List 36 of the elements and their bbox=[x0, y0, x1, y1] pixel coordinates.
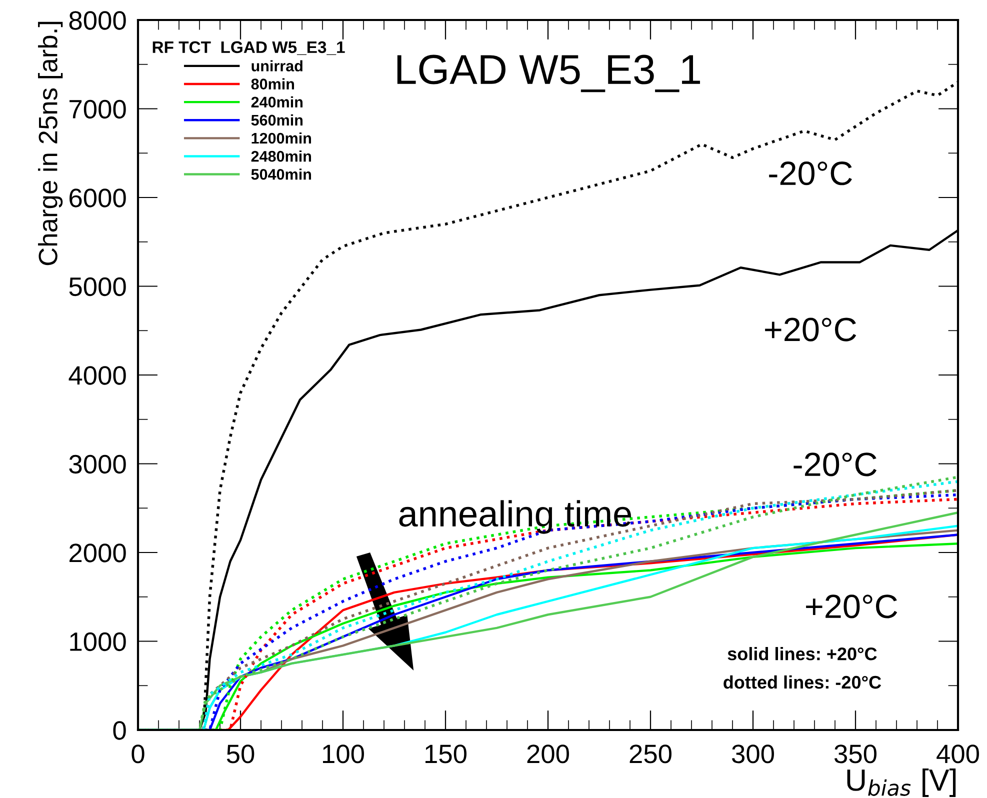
annotation: -20°C bbox=[769, 162, 852, 186]
x-tick-label: 200 bbox=[527, 744, 569, 764]
x-tick-label: 300 bbox=[732, 744, 774, 764]
x-tick-label: 50 bbox=[226, 744, 254, 764]
legend-title: RF TCT LGAD W5_E3_1 bbox=[152, 41, 345, 55]
x-tick-label: 350 bbox=[834, 744, 876, 764]
x-tick-label: 400 bbox=[936, 744, 979, 764]
annotation: +20°C bbox=[765, 318, 856, 342]
y-axis-title: Charge in 25ns [arb.] bbox=[38, 22, 63, 266]
y-tick-label: 7000 bbox=[70, 100, 126, 119]
legend-label: 560min bbox=[251, 114, 302, 126]
x-tick-label: 0 bbox=[132, 744, 144, 764]
text: LGAD W5_E3_1 bbox=[397, 54, 700, 92]
y-tick-label: 1000 bbox=[70, 632, 126, 652]
legend-label: 240min bbox=[251, 96, 302, 108]
annotation: solid lines: +20°C bbox=[728, 647, 877, 660]
annotation: +20°C bbox=[806, 594, 898, 618]
legend-label: 5040min bbox=[251, 168, 311, 180]
x-tick-label: 150 bbox=[426, 744, 466, 764]
legend-label: unirrad bbox=[252, 60, 302, 72]
legend-label: 1200min bbox=[252, 132, 311, 144]
y-tick-label: 6000 bbox=[70, 188, 126, 208]
y-tick-label: 2000 bbox=[70, 544, 126, 562]
x-tick-label: 100 bbox=[323, 744, 364, 764]
y-tick-label: 3000 bbox=[69, 454, 126, 474]
y-tick-label: 4000 bbox=[68, 366, 126, 385]
legend-label: 80min bbox=[251, 78, 294, 90]
x-axis-title: U$_{bias}$ [V] bbox=[847, 768, 956, 797]
annotation: annealing time bbox=[399, 500, 632, 534]
annotation: -20°C bbox=[794, 452, 877, 476]
y-tick-label: 8000 bbox=[69, 11, 126, 30]
y-tick-label: 0 bbox=[113, 721, 126, 740]
y-tick-label: 5000 bbox=[69, 277, 126, 296]
x-tick-label: 250 bbox=[630, 744, 672, 764]
annotation: dotted lines: -20°C bbox=[724, 675, 882, 689]
legend-label: 2480min bbox=[251, 150, 311, 162]
